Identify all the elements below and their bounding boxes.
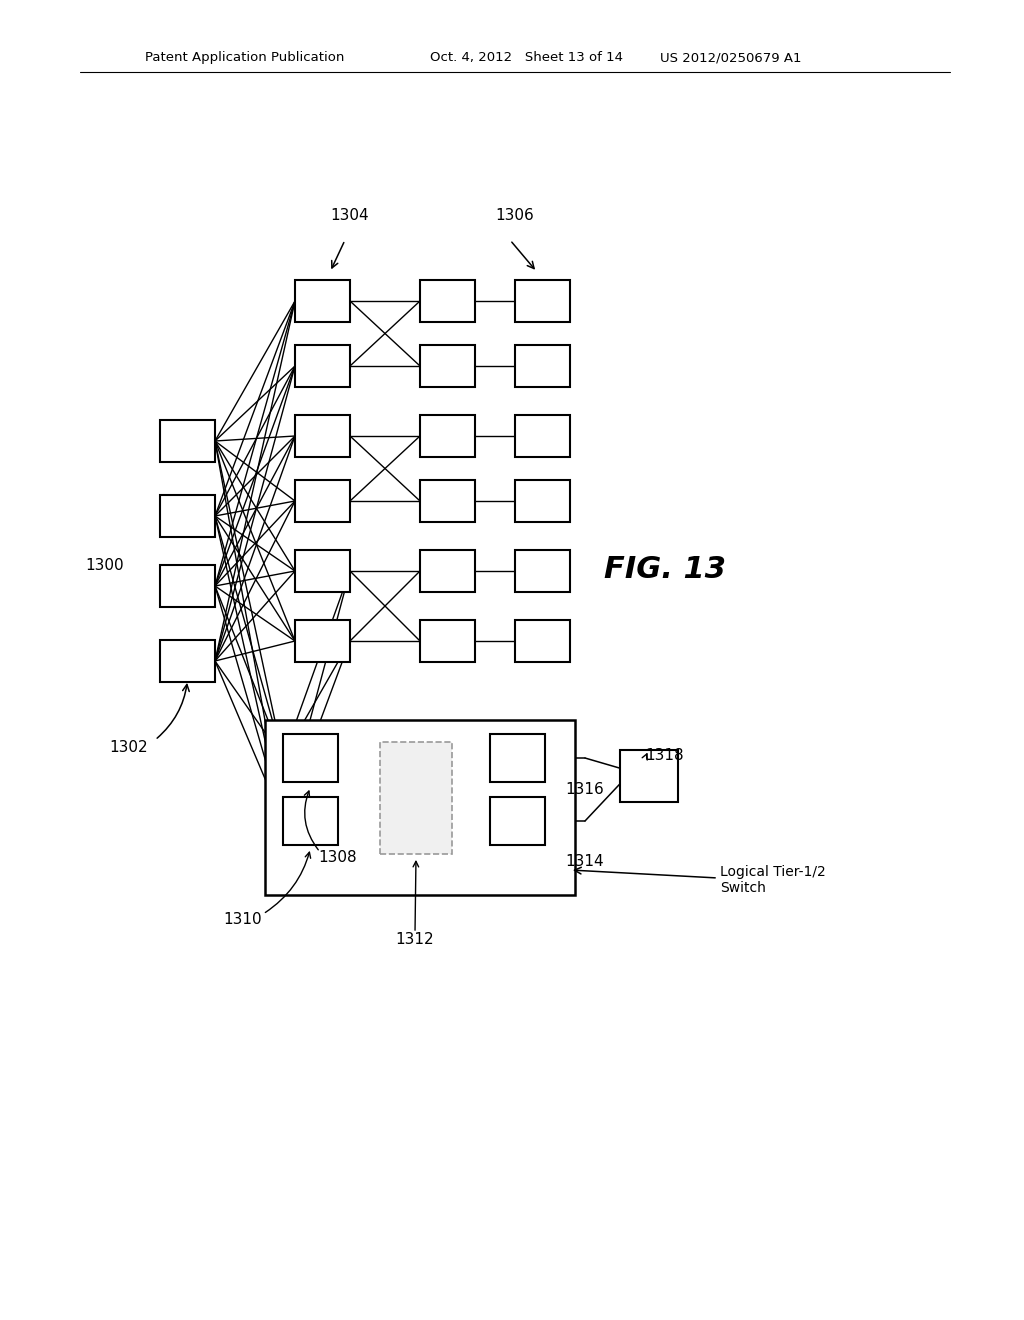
Text: FIG. 13: FIG. 13 [604, 556, 726, 585]
Bar [490, 797, 545, 845]
Bar [620, 750, 678, 803]
Bar [420, 345, 475, 387]
Bar [160, 420, 215, 462]
Text: 1312: 1312 [395, 932, 434, 948]
Text: 1306: 1306 [496, 207, 535, 223]
Bar [160, 565, 215, 607]
Text: Patent Application Publication: Patent Application Publication [145, 51, 344, 65]
Bar [420, 620, 475, 663]
Bar [420, 280, 475, 322]
Text: 1310: 1310 [223, 912, 262, 928]
Bar [295, 414, 350, 457]
Bar [420, 550, 475, 591]
Text: Logical Tier-1/2
Switch: Logical Tier-1/2 Switch [720, 865, 825, 895]
Text: 1300: 1300 [86, 557, 124, 573]
Text: US 2012/0250679 A1: US 2012/0250679 A1 [660, 51, 802, 65]
Bar [515, 345, 570, 387]
Bar [295, 480, 350, 521]
Bar [420, 480, 475, 521]
Bar [515, 480, 570, 521]
Bar [283, 734, 338, 781]
Text: 1308: 1308 [318, 850, 356, 866]
Bar [265, 719, 575, 895]
Bar [490, 734, 545, 781]
Bar [515, 280, 570, 322]
Bar [515, 620, 570, 663]
Bar [295, 280, 350, 322]
Bar [160, 495, 215, 537]
Bar [420, 414, 475, 457]
Bar [515, 550, 570, 591]
Text: 1316: 1316 [565, 783, 604, 797]
Bar [160, 640, 215, 682]
Bar [283, 797, 338, 845]
Text: Oct. 4, 2012   Sheet 13 of 14: Oct. 4, 2012 Sheet 13 of 14 [430, 51, 623, 65]
Bar [295, 345, 350, 387]
Text: 1304: 1304 [331, 207, 370, 223]
Bar [380, 742, 452, 854]
Text: 1318: 1318 [645, 747, 684, 763]
Bar [515, 414, 570, 457]
Text: 1302: 1302 [110, 741, 148, 755]
Bar [295, 620, 350, 663]
Bar [295, 550, 350, 591]
Text: 1314: 1314 [565, 854, 603, 870]
